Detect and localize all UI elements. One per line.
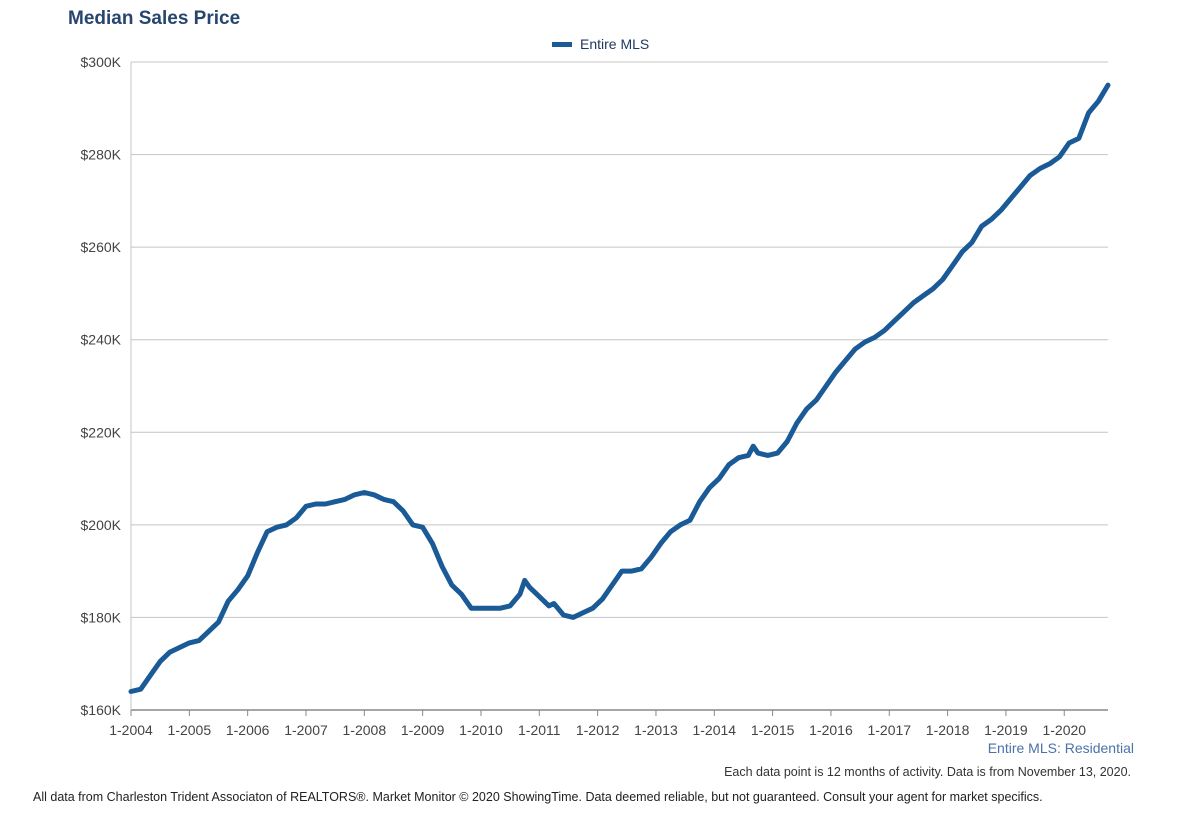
x-tick-label: 1-2019	[984, 722, 1028, 738]
y-tick-label: $240K	[81, 332, 122, 348]
y-tick-label: $160K	[81, 702, 122, 718]
x-tick-label: 1-2008	[343, 722, 387, 738]
footer-disclaimer: All data from Charleston Trident Associa…	[33, 790, 1043, 804]
x-tick-label: 1-2010	[459, 722, 503, 738]
x-tick-label: 1-2007	[284, 722, 328, 738]
x-tick-label: 1-2011	[518, 722, 561, 738]
y-tick-label: $180K	[81, 609, 122, 625]
y-tick-label: $260K	[81, 239, 122, 255]
legend-label: Entire MLS	[580, 36, 650, 52]
y-tick-label: $200K	[81, 517, 122, 533]
x-tick-label: 1-2015	[751, 722, 795, 738]
x-tick-label: 1-2013	[634, 722, 678, 738]
line-chart: $160K $180K $200K $220K $240K $260K $280K $300K…	[81, 54, 1111, 738]
x-tick-label: 1-2020	[1042, 722, 1086, 738]
y-tick-label: $220K	[81, 424, 122, 440]
x-tick-label: 1-2005	[168, 722, 212, 738]
legend: Entire MLS	[552, 36, 649, 52]
y-tick-label: $300K	[81, 54, 122, 70]
x-tick-label: 1-2009	[401, 722, 445, 738]
x-tick-label: 1-2014	[692, 722, 736, 738]
chart-title: Median Sales Price	[68, 8, 241, 29]
x-tick-label: 1-2012	[576, 722, 620, 738]
y-tick-label: $280K	[81, 147, 122, 163]
chart-subtitle: Entire MLS: Residential	[987, 740, 1134, 756]
x-tick-label: 1-2006	[226, 722, 270, 738]
legend-swatch	[552, 41, 572, 47]
x-tick-label: 1-2016	[809, 722, 853, 738]
x-tick-label: 1-2017	[867, 722, 911, 738]
x-tick-label: 1-2018	[926, 722, 970, 738]
series-line-entire-mls	[128, 82, 1111, 694]
x-tick-label: 1-2004	[109, 722, 153, 738]
data-note: Each data point is 12 months of activity…	[724, 765, 1131, 779]
